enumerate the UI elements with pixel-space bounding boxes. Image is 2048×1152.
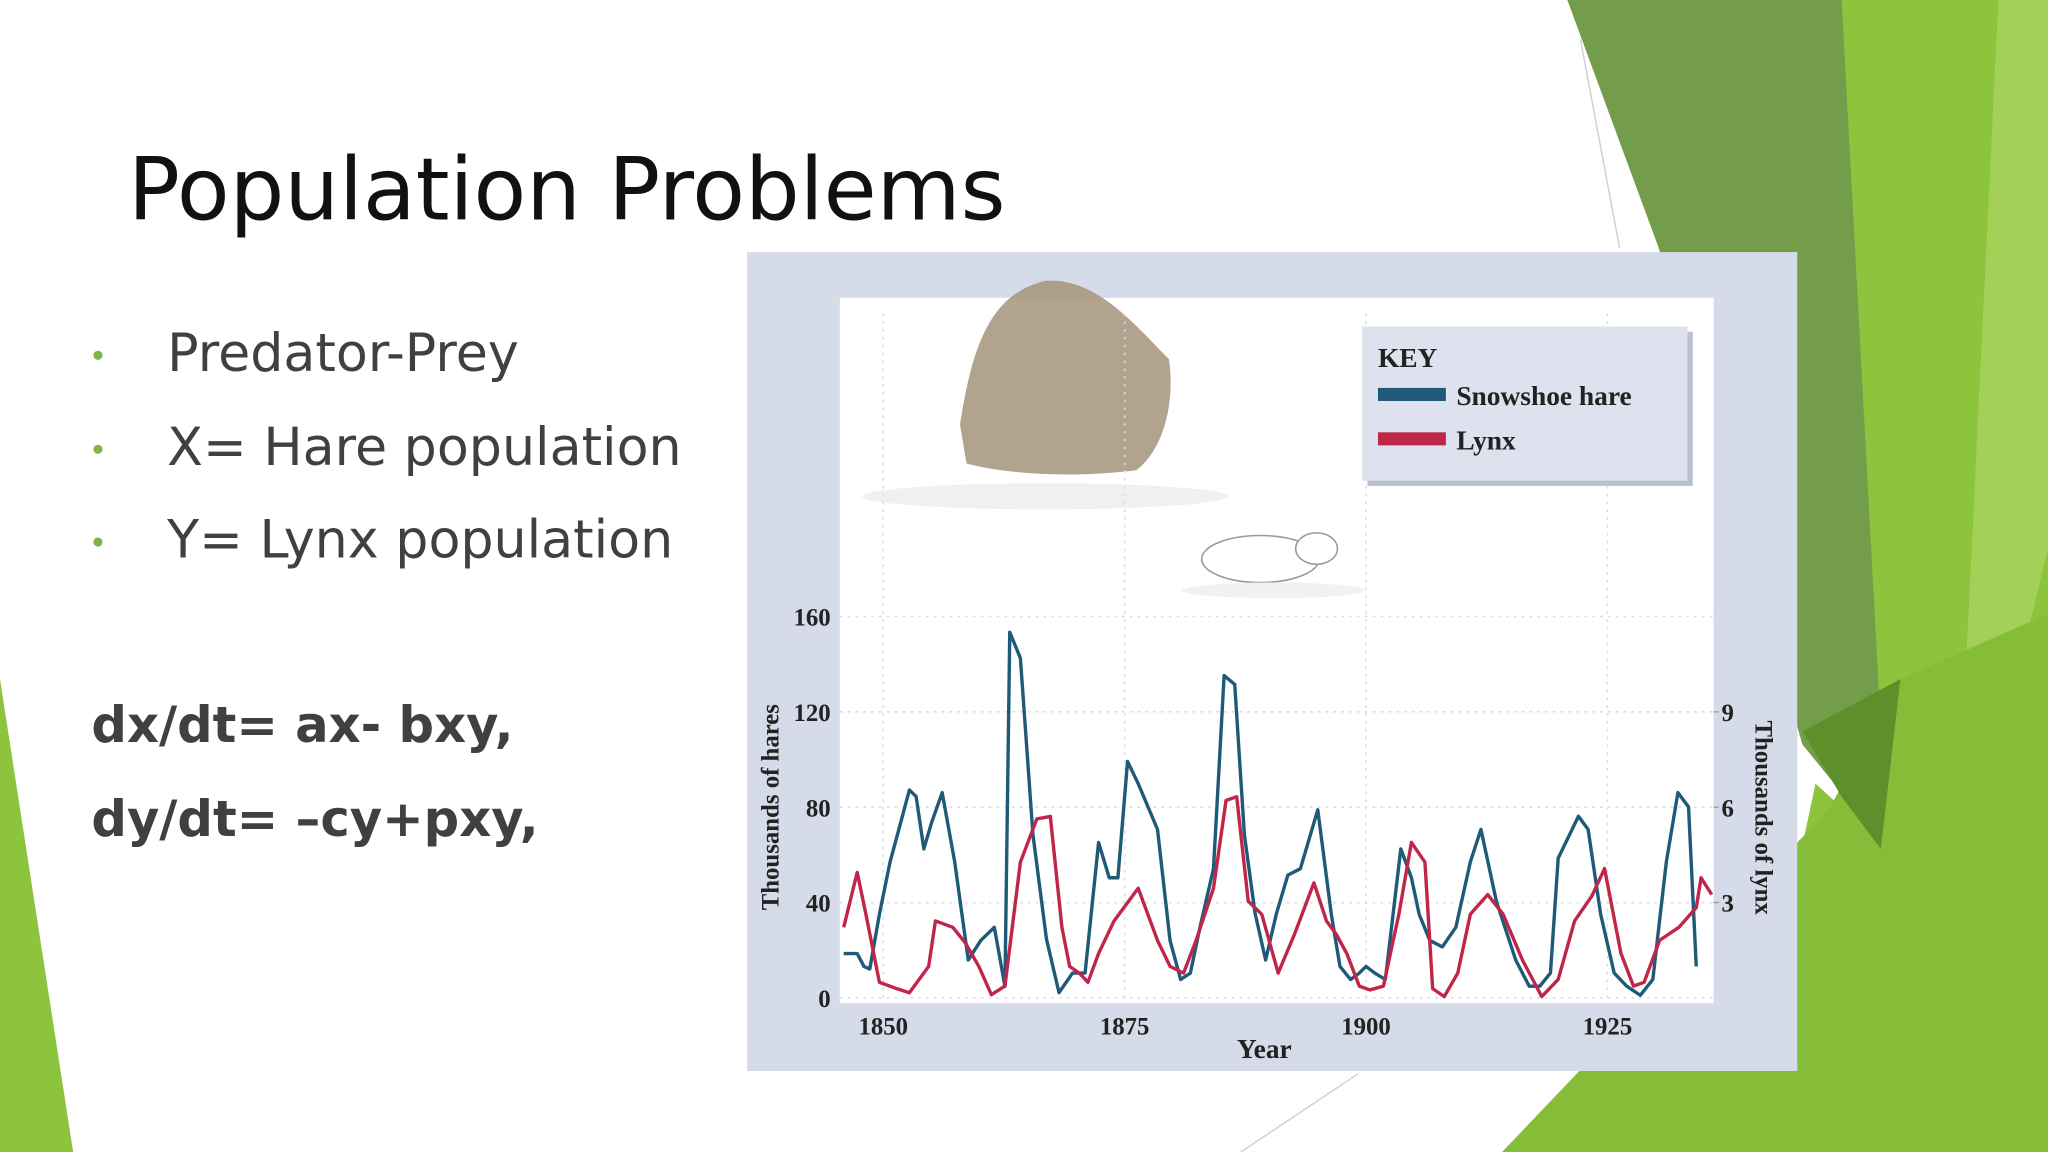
y2-tick-label: 3: [1721, 891, 1733, 918]
bullet-dot: [93, 444, 103, 454]
y2-axis-label: Thousands of lynx: [1749, 720, 1776, 915]
y2-tick-label: 9: [1721, 700, 1733, 727]
x-axis-label: Year: [1237, 1034, 1292, 1064]
data-line: [842, 794, 1714, 999]
legend-label: Lynx: [1456, 425, 1516, 455]
data-line: [843, 630, 1698, 997]
y-tick-label: 0: [818, 986, 830, 1013]
equation: dx/dt= ax- bxy,: [91, 696, 513, 754]
legend-label: Snowshoe hare: [1456, 381, 1631, 411]
y2-tick-label: 6: [1721, 795, 1733, 822]
x-tick-label: 1925: [1583, 1013, 1633, 1040]
legend: KEY Snowshoe hare Lynx: [1362, 326, 1693, 486]
y-tick-label: 160: [793, 605, 830, 632]
slide-title: Population Problems: [128, 140, 1006, 240]
y-tick-label: 40: [806, 891, 831, 918]
bullet-text: X= Hare population: [167, 418, 681, 478]
legend-title: KEY: [1378, 343, 1438, 373]
legend-swatch: [1377, 387, 1446, 401]
legend-swatch: [1377, 432, 1446, 446]
legend-box: [1362, 326, 1688, 481]
bullet-text: Predator-Prey: [167, 324, 519, 384]
illustration: [862, 280, 1365, 599]
x-tick-label: 1900: [1341, 1013, 1391, 1040]
y-axis-label: Thousands of hares: [757, 704, 784, 911]
bullet-dot: [93, 537, 103, 547]
bullet-dot: [93, 350, 103, 360]
y-tick-label: 80: [806, 795, 831, 822]
bullet-text: Y= Lynx population: [166, 511, 673, 571]
x-tick-label: 1875: [1100, 1013, 1150, 1040]
y-tick-label: 120: [793, 700, 830, 727]
x-tick-label: 1850: [858, 1013, 908, 1040]
equation: dy/dt= –cy+pxy,: [91, 790, 538, 848]
bullet-list: Predator-Prey X= Hare population Y= Lynx…: [93, 324, 682, 571]
